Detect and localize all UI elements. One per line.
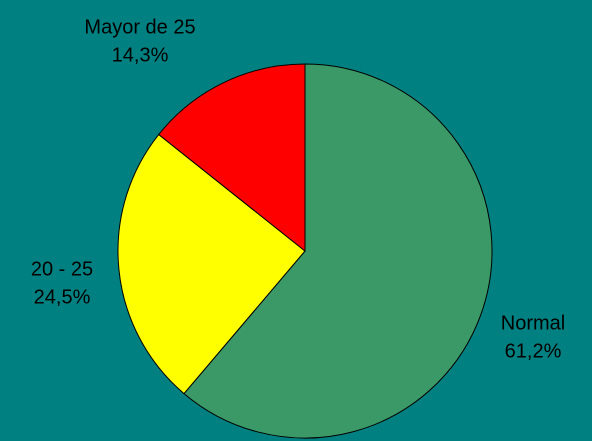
- slice-label: Normal: [501, 312, 565, 334]
- pie-slice: [157, 63, 306, 253]
- pie-slice: [183, 63, 493, 439]
- slice-value-label: 14,3%: [112, 44, 169, 66]
- slice-value-label: 61,2%: [505, 340, 562, 362]
- slice-value-label: 24,5%: [34, 286, 91, 308]
- slice-label: Mayor de 25: [84, 16, 195, 38]
- pie-slice: [117, 133, 306, 395]
- slice-label: 20 - 25: [31, 258, 93, 280]
